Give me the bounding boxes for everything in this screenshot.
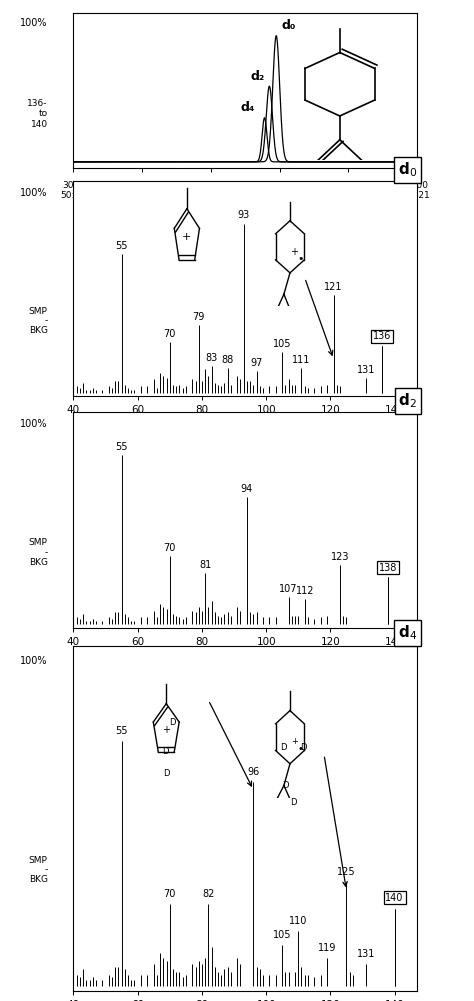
Text: +: + [291,738,298,747]
Text: 100%: 100% [20,656,48,666]
Text: 93: 93 [237,210,250,220]
Text: 82: 82 [202,889,215,899]
Text: d$_0$: d$_0$ [398,160,417,179]
Text: 3100
51:41: 3100 51:41 [129,180,155,200]
Text: •: • [297,253,304,263]
Text: 125: 125 [337,867,356,877]
Text: SMP
-
BKG: SMP - BKG [29,539,48,567]
Text: D: D [300,744,306,753]
Text: 3200
53:21: 3200 53:21 [198,180,224,200]
Text: d₄: d₄ [240,101,255,114]
Text: 55: 55 [115,241,128,251]
Text: 107: 107 [279,584,298,594]
Text: D: D [169,718,175,727]
Text: 70: 70 [164,329,176,339]
Text: 70: 70 [164,544,176,554]
Text: 100%: 100% [20,418,48,428]
Text: +: + [162,726,170,736]
Text: D: D [162,748,168,757]
Text: 88: 88 [221,354,234,364]
Text: 138: 138 [379,563,397,573]
Text: 119: 119 [318,944,337,954]
Text: 111: 111 [292,354,310,364]
Text: 121: 121 [324,281,343,291]
Text: 136: 136 [373,331,391,341]
Text: 97: 97 [250,358,263,368]
Text: 3000
50:01: 3000 50:01 [61,180,86,200]
Text: 100%: 100% [20,18,48,28]
Text: SMP
-
BKG: SMP - BKG [29,856,48,884]
Text: 94: 94 [241,484,253,494]
Text: D: D [280,744,287,753]
Text: 79: 79 [192,312,205,322]
Text: d$_4$: d$_4$ [398,624,417,643]
Text: 123: 123 [331,552,349,562]
Text: 70: 70 [164,889,176,899]
Text: D: D [290,798,296,807]
Text: 131: 131 [356,364,375,374]
Text: 110: 110 [289,916,308,926]
Text: 140: 140 [385,893,404,903]
Text: d₂: d₂ [250,70,264,83]
Text: +: + [291,246,299,256]
Text: 3300
55:01: 3300 55:01 [267,180,292,200]
Text: 105: 105 [273,339,292,349]
Text: 83: 83 [205,352,218,362]
Text: 136-
to
140: 136- to 140 [27,99,48,129]
Text: d$_2$: d$_2$ [398,391,417,410]
Text: SMP
-
BKG: SMP - BKG [29,307,48,335]
Text: •: • [298,745,303,754]
Text: +: + [182,232,191,242]
Text: 105: 105 [273,930,292,940]
Text: 131: 131 [356,949,375,959]
Text: 100%: 100% [20,187,48,197]
Text: 112: 112 [295,586,314,596]
Text: 3500
58:21: 3500 58:21 [404,180,430,200]
Text: 55: 55 [115,441,128,451]
Text: 96: 96 [247,767,259,777]
Text: 55: 55 [115,726,128,736]
Text: 81: 81 [199,561,211,571]
Text: d₀: d₀ [282,19,296,32]
Text: D: D [283,781,289,790]
Text: D: D [163,769,170,778]
Text: 3400
56:41: 3400 56:41 [336,180,361,200]
